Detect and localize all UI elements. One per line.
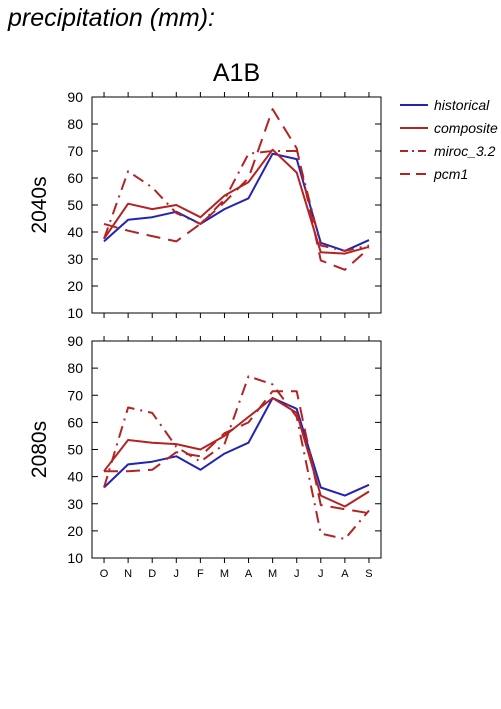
y-tick-label: 20 xyxy=(67,278,83,294)
x-tick-label: A xyxy=(245,568,253,580)
y-tick-label: 70 xyxy=(67,143,83,159)
x-tick-label: O xyxy=(100,568,109,580)
x-tick-label: S xyxy=(365,568,372,580)
y-tick-label: 60 xyxy=(67,414,83,430)
x-tick-label: J xyxy=(318,568,324,580)
y-tick-label: 10 xyxy=(67,550,83,566)
series-line-miroc-3-2 xyxy=(103,375,370,540)
x-tick-label: A xyxy=(341,568,349,580)
y-axis-label: 2080s xyxy=(28,421,51,478)
y-tick-label: 50 xyxy=(67,442,83,458)
y-tick-label: 30 xyxy=(67,251,83,267)
y-tick-label: 90 xyxy=(67,333,83,349)
y-tick-label: 20 xyxy=(67,523,83,539)
y-tick-label: 50 xyxy=(67,197,83,213)
series-line-miroc-3-2 xyxy=(103,150,370,252)
series-line-pcm1 xyxy=(104,390,370,515)
legend-label: pcm1 xyxy=(433,166,468,182)
series-line-historical xyxy=(103,152,370,252)
legend-label: composite xyxy=(434,120,498,136)
series-line-historical xyxy=(103,397,370,497)
x-tick-label: M xyxy=(268,568,277,580)
y-tick-label: 70 xyxy=(67,387,83,403)
y-tick-label: 90 xyxy=(67,89,83,105)
plot-frame xyxy=(91,340,382,559)
y-tick-label: 10 xyxy=(67,305,83,321)
chart-title: A1B xyxy=(213,59,260,87)
y-axis-label: 2040s xyxy=(28,176,51,233)
y-tick-label: 30 xyxy=(67,496,83,512)
legend-label: miroc_3.2 xyxy=(434,143,496,159)
series-line-pcm1 xyxy=(103,108,370,271)
x-tick-label: J xyxy=(174,568,180,580)
page-title: precipitation (mm): xyxy=(8,4,215,32)
y-tick-label: 80 xyxy=(67,360,83,376)
series-line-composite xyxy=(103,397,370,508)
x-tick-label: M xyxy=(220,568,229,580)
x-tick-label: N xyxy=(124,568,132,580)
y-tick-label: 60 xyxy=(67,170,83,186)
x-tick-label: F xyxy=(197,568,204,580)
x-tick-label: J xyxy=(294,568,300,580)
series-line-composite xyxy=(103,148,370,255)
x-tick-label: D xyxy=(148,568,156,580)
y-tick-label: 40 xyxy=(67,469,83,485)
legend-label: historical xyxy=(434,97,490,113)
y-tick-label: 40 xyxy=(67,224,83,240)
y-tick-label: 80 xyxy=(67,116,83,132)
